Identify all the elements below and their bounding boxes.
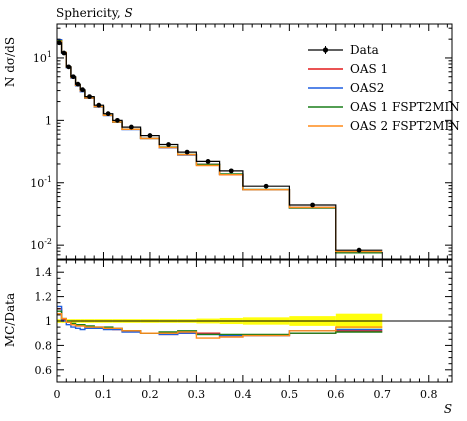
x-tick-label-3: 0.3 [188,388,206,401]
data-point-7 [96,102,102,108]
main-frame [56,23,453,260]
data-point-17 [310,202,315,208]
legend-label-1: OAS 1 [350,62,388,76]
ratio-tick-label-4: 1.4 [35,266,53,279]
ratio-tick-label-1: 0.8 [35,339,53,352]
mc-histogram-0 [57,39,383,254]
mc-histogram-2 [57,40,383,254]
ratio-tick-label-3: 1.2 [35,291,53,304]
ratio-tick-label-0: 0.6 [35,364,53,377]
y-tick-label-3: 101 [33,50,52,65]
main-panel [56,39,383,254]
x-tick-label-8: 0.8 [420,388,438,401]
data-point-4 [75,81,81,87]
ratio-line-3 [57,313,383,339]
data-point-18 [356,247,362,253]
data-point-2 [66,64,72,70]
y-axis-label: N dσ/dS [3,37,17,87]
x-tick-label-5: 0.5 [281,388,299,401]
data-point-12 [166,142,171,147]
y-tick-label-2: 1 [45,114,52,127]
y-tick-label-0: 10-2 [30,237,52,252]
y-tick-label-1: 10-1 [30,175,52,190]
data-point-15 [228,168,234,174]
legend: Data OAS 1 OAS2 OAS 1 FSPT2MIN OAS 2 FSPT2MI… [308,43,460,133]
data-histogram [57,42,383,251]
data-point-5 [80,87,85,93]
mc-histogram-1 [57,39,383,253]
mc-histogram-3 [57,40,383,253]
data-point-8 [105,111,111,117]
ratio-axis-label: MC/Data [3,293,17,347]
legend-label-2: OAS2 [350,81,384,95]
x-tick-label-4: 0.4 [234,388,252,401]
x-tick-label-2: 0.2 [141,388,159,401]
data-point-3 [70,74,76,80]
legend-label-4: OAS 2 FSPT2MIN [350,119,460,133]
data-point-11 [147,133,153,138]
legend-label-0: Data [350,43,379,57]
ratio-panel [57,305,452,339]
data-point-1 [61,50,67,56]
chart-title: Sphericity, S [56,6,133,20]
axes: 0 0.1 0.2 0.3 0.4 0.5 0.6 0.7 0.8 10-2 10-1 1 101 0.6… [30,23,453,401]
data-point-14 [205,158,211,164]
data-point-9 [115,117,120,123]
ratio-tick-label-2: 1 [45,315,52,328]
x-tick-label-6: 0.6 [327,388,345,401]
data-point-13 [184,149,190,155]
data-point-10 [128,124,134,130]
x-tick-label-0: 0 [54,388,61,401]
x-tick-label-1: 0.1 [95,388,113,401]
data-point-0 [56,40,62,46]
x-axis-label: S [444,402,452,416]
data-point-16 [263,183,269,189]
data-point-6 [87,94,92,100]
x-tick-label-7: 0.7 [374,388,392,401]
legend-label-3: OAS 1 FSPT2MIN [350,100,460,114]
